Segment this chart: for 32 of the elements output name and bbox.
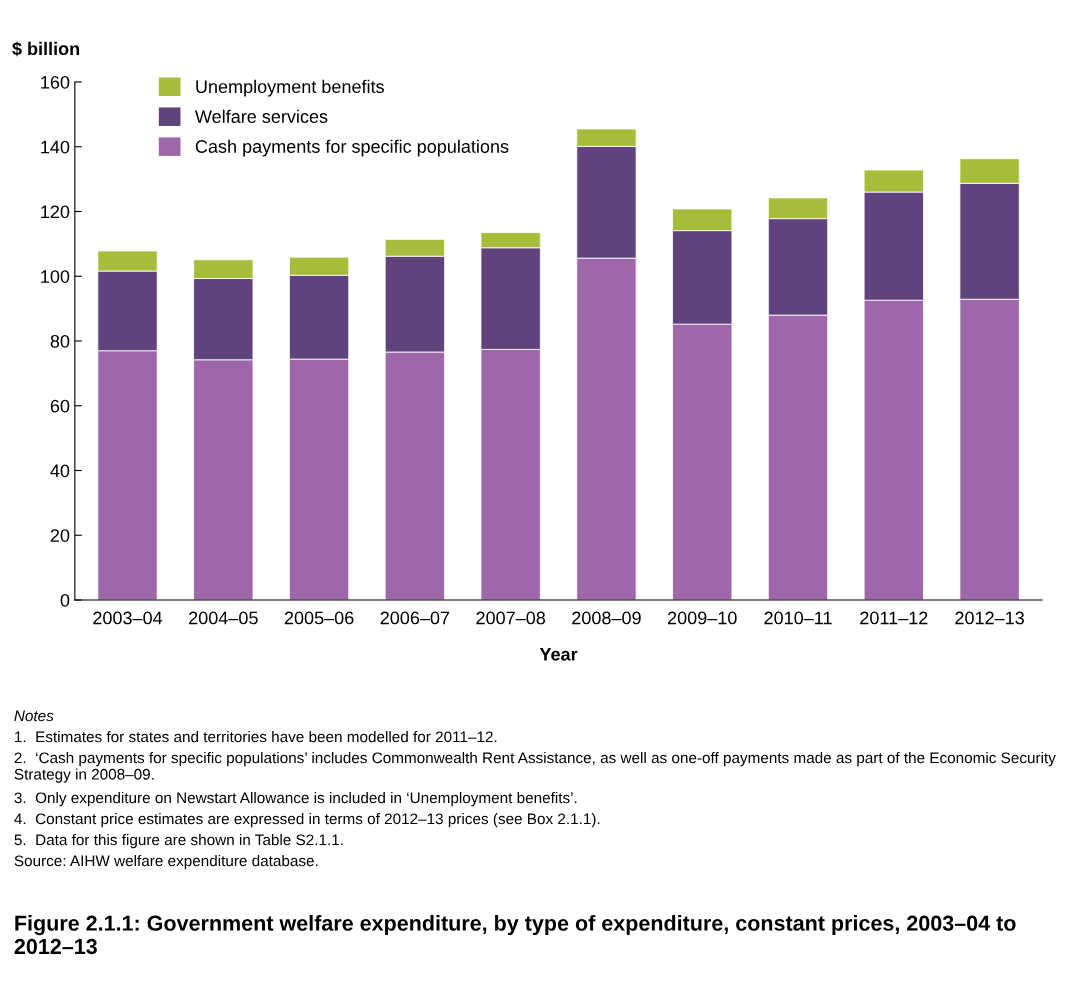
y-tick-label: 80 [50,334,70,348]
legend-label: Welfare services [194,109,328,123]
y-tick-label: 120 [41,205,70,219]
x-tick-label: 2004–05 [189,611,258,625]
y-axis-title: $ billion [12,41,80,57]
text: Notes [14,710,54,722]
legend-label: Cash payments for specific populations [195,139,509,157]
text: 5. Data for this figure are shown in Table S2.1.1. [14,834,343,849]
x-tick-label: 2008–09 [572,611,641,625]
y-tick-label: 160 [41,75,70,89]
y-tick-label: 20 [50,529,70,542]
x-tick-label: 2006–07 [380,611,450,625]
x-tick-label: 2010–11 [764,611,832,625]
y-tick-label: 40 [50,464,70,478]
y-tick-label: 140 [41,140,70,154]
text: 2. ‘Cash payments for specific populations’ includes Commonwealth Rent Assistance, as well as one-off payments made as part of the Economic Security Strategy in 2008–09. [14,752,1056,783]
x-tick-label: 2009–10 [668,611,737,625]
source-note: Source: AIHW welfare expenditure database. [14,855,318,870]
text: 1. Estimates for states and territories have been modelled for 2011–12. [15,731,497,743]
text: 3. Only expenditure on Newstart Allowance is included in ‘Unemployment benefits’. [14,792,577,807]
y-tick-label: 60 [50,399,70,413]
text: Figure 2.1.1: Government welfare expenditure, by type of expenditure, constant prices, 2003–04 to 2012–13 [14,915,1016,955]
text: 4. Constant price estimates are expressed in terms of 2012–13 prices (see Box 2.1.1). [14,813,600,828]
legend-label: Unemployment benefits [196,79,384,97]
y-tick-label: 0 [60,593,70,607]
y-tick-label: 100 [41,270,70,283]
x-axis-title: Year [539,648,578,661]
x-tick-label: 2007–08 [476,611,546,625]
x-tick-label: 2005–06 [284,611,354,625]
x-tick-label: 2012–13 [955,611,1024,625]
x-tick-label: 2003–04 [93,611,163,625]
x-tick-label: 2011–12 [860,611,928,625]
